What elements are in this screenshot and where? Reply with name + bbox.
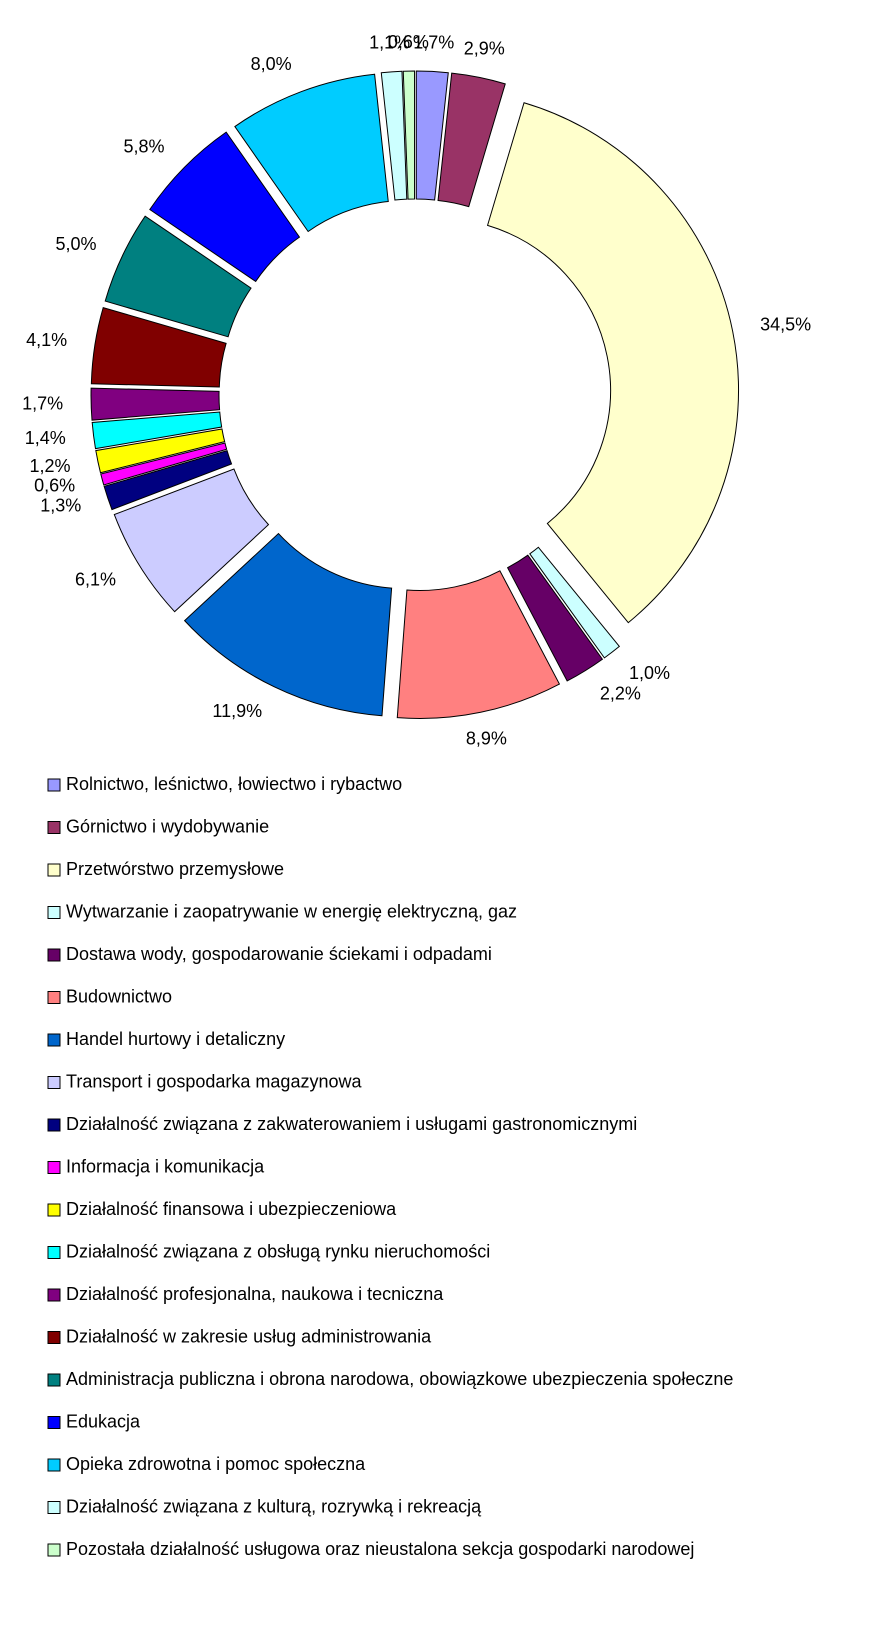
legend-swatch (47, 863, 61, 877)
donut-segment (104, 215, 252, 338)
data-label: 2,9% (464, 39, 505, 59)
data-label: 1,0% (629, 663, 670, 683)
donut-segment (486, 102, 740, 624)
legend-label: Edukacja (66, 1411, 141, 1431)
legend-swatch (47, 1033, 61, 1047)
data-label: 0,6% (388, 32, 429, 52)
legend-swatch (47, 1416, 61, 1429)
donut-segment (90, 387, 221, 421)
legend-label: Pozostała działalność usługowa oraz nieu… (66, 1539, 694, 1559)
donut-segment (396, 570, 561, 719)
legend-swatch (47, 1203, 61, 1217)
legend-swatch (47, 1543, 61, 1557)
donut-segment (113, 468, 270, 613)
legend-swatch (47, 948, 61, 962)
legend-label: Przetwórstwo przemysłowe (66, 859, 284, 879)
donut-segment (91, 411, 223, 450)
legend-label: Górnictwo i wydobywanie (66, 816, 269, 836)
legend-swatch (47, 1501, 61, 1514)
legend-label: Administracja publiczna i obrona narodow… (66, 1369, 733, 1389)
legend-label: Działalność związana z obsługą rynku nie… (66, 1241, 490, 1261)
legend-swatch (47, 1458, 61, 1472)
donut-segment (100, 442, 228, 486)
data-label: 2,2% (600, 683, 641, 703)
legend-label: Transport i gospodarka magazynowa (66, 1071, 362, 1091)
data-label: 1,4% (25, 428, 66, 448)
data-label: 34,5% (760, 315, 811, 335)
legend-label: Działalność finansowa i ubezpieczeniowa (66, 1199, 397, 1219)
legend-swatch (47, 1161, 61, 1174)
data-label: 11,9% (212, 701, 262, 721)
legend-label: Budownictwo (66, 986, 172, 1006)
data-label: 0,6% (34, 476, 75, 496)
legend-swatch (47, 1331, 61, 1344)
legend-swatch (47, 1288, 61, 1302)
donut-segment (103, 449, 233, 511)
legend-label: Rolnictwo, leśnictwo, łowiectwo i rybact… (66, 774, 402, 794)
donut-segment (149, 131, 301, 283)
donut-segment (95, 428, 226, 474)
donut-segment (529, 546, 621, 659)
donut-segment (90, 307, 227, 388)
data-label: 1,7% (413, 32, 454, 52)
data-label: 5,0% (55, 234, 96, 254)
data-label: 8,9% (466, 728, 507, 748)
legend-label: Opieka zdrowotna i pomoc społeczna (66, 1454, 366, 1474)
data-label: 1,3% (40, 496, 81, 516)
data-label: 1,2% (30, 456, 71, 476)
legend-swatch (47, 1246, 61, 1259)
donut-segment (415, 70, 449, 201)
legend-swatch (47, 821, 61, 834)
donut-segment (506, 554, 604, 682)
data-label: 6,1% (75, 570, 116, 590)
legend-label: Działalność związana z kulturą, rozrywką… (66, 1496, 482, 1516)
donut-segment (234, 73, 389, 233)
legend-swatch (47, 1076, 61, 1089)
data-label: 8,0% (251, 54, 292, 74)
legend-swatch (47, 1373, 61, 1387)
donut-segment (402, 70, 416, 200)
data-label: 1,1% (369, 33, 410, 53)
data-label: 1,7% (22, 394, 63, 414)
legend-swatch (47, 906, 61, 919)
legend-label: Działalność profesjonalna, naukowa i tec… (66, 1284, 444, 1304)
donut-segment (437, 72, 506, 208)
legend-label: Handel hurtowy i detaliczny (66, 1029, 285, 1049)
legend-swatch (47, 991, 61, 1004)
donut-segment (183, 532, 393, 717)
legend-label: Działalność w zakresie usług administrow… (66, 1326, 432, 1346)
legend-swatch (47, 778, 61, 792)
data-label: 4,1% (26, 330, 67, 350)
legend-label: Informacja i komunikacja (66, 1156, 265, 1176)
legend-label: Wytwarzanie i zaopatrywanie w energię el… (66, 901, 517, 921)
donut-segment (380, 70, 408, 201)
legend-label: Działalność związana z zakwaterowaniem i… (66, 1114, 637, 1134)
data-label: 5,8% (124, 136, 165, 156)
legend-swatch (47, 1118, 61, 1132)
legend-label: Dostawa wody, gospodarowanie ściekami i … (66, 944, 492, 964)
